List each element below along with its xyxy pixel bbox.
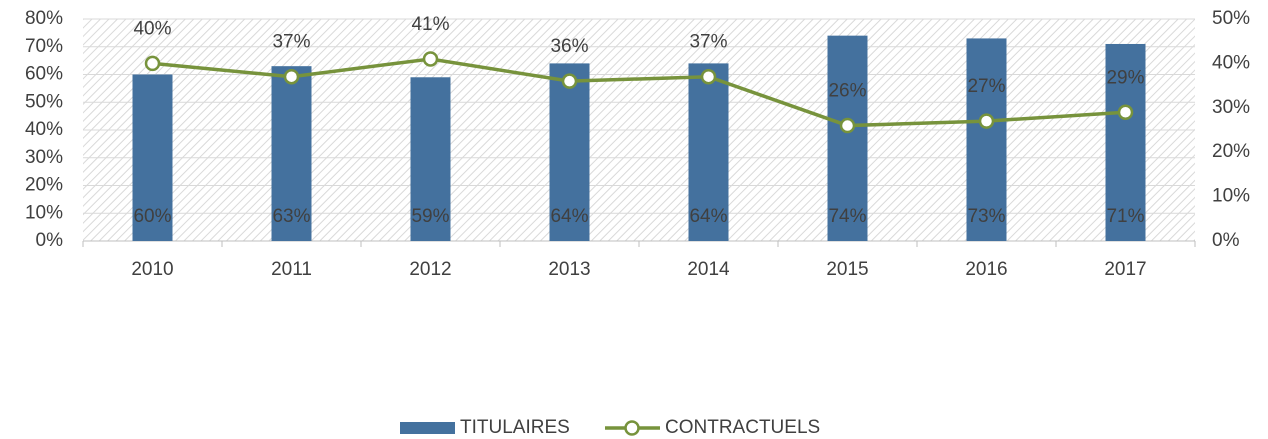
x-tick-label: 2013 xyxy=(548,259,590,280)
line-value-label: 40% xyxy=(133,18,171,39)
line-marker xyxy=(283,68,300,85)
y-tick-label: 20% xyxy=(25,175,63,196)
line-marker xyxy=(144,55,161,72)
bar xyxy=(132,74,173,241)
bar xyxy=(827,35,868,242)
y-tick-label: 50% xyxy=(25,91,63,112)
bar xyxy=(549,63,590,242)
line-value-label: 36% xyxy=(550,36,588,57)
bar-value-label: 71% xyxy=(1106,206,1144,227)
bar-value-label: 60% xyxy=(133,206,171,227)
legend-label: TITULAIRES xyxy=(460,417,570,438)
line-marker xyxy=(839,117,856,134)
line-value-label: 26% xyxy=(828,81,866,102)
y-tick-label: 70% xyxy=(25,36,63,57)
y-tick-label: 80% xyxy=(25,8,63,29)
line-value-label: 41% xyxy=(411,14,449,35)
y2-tick-label: 20% xyxy=(1212,141,1250,162)
bar-value-label: 74% xyxy=(828,206,866,227)
line-marker xyxy=(422,51,439,67)
bar-value-label: 64% xyxy=(550,206,588,227)
x-tick-label: 2012 xyxy=(409,259,451,280)
y-tick-label: 60% xyxy=(25,64,63,85)
bar xyxy=(410,77,451,242)
bar xyxy=(966,38,1007,241)
x-tick-label: 2011 xyxy=(271,259,312,280)
line-value-label: 27% xyxy=(967,76,1005,97)
line-marker xyxy=(561,73,578,89)
line-value-label: 37% xyxy=(272,32,310,53)
y-tick-label: 10% xyxy=(25,202,63,223)
bar xyxy=(688,63,729,242)
bar-value-label: 64% xyxy=(689,206,727,227)
bar-value-label: 63% xyxy=(272,206,310,227)
x-tick-label: 2015 xyxy=(826,259,868,280)
line-value-label: 29% xyxy=(1106,67,1144,88)
y2-tick-label: 0% xyxy=(1212,230,1240,251)
line xyxy=(152,57,1126,128)
y2-tick-label: 10% xyxy=(1212,186,1250,207)
line-value-label: 37% xyxy=(689,32,727,53)
bar-value-label: 73% xyxy=(967,206,1005,227)
legend-swatch xyxy=(400,422,455,434)
y2-tick-label: 30% xyxy=(1212,97,1250,118)
legend-label: CONTRACTUELS xyxy=(665,417,820,438)
x-tick-label: 2016 xyxy=(965,259,1007,280)
legend-swatch xyxy=(624,420,640,436)
y-tick-label: 30% xyxy=(25,147,63,168)
y-tick-label: 40% xyxy=(25,119,63,140)
bar-value-label: 59% xyxy=(411,206,449,227)
line-marker xyxy=(1117,104,1134,120)
y2-tick-label: 40% xyxy=(1212,52,1250,73)
x-tick-label: 2010 xyxy=(131,259,173,280)
y-tick-label: 0% xyxy=(36,230,64,251)
line-marker xyxy=(978,113,995,129)
line-marker xyxy=(700,68,717,85)
x-tick-label: 2017 xyxy=(1104,259,1146,280)
bar xyxy=(271,66,312,241)
x-tick-label: 2014 xyxy=(687,259,730,280)
y2-tick-label: 50% xyxy=(1212,8,1250,29)
bar xyxy=(1105,43,1146,241)
